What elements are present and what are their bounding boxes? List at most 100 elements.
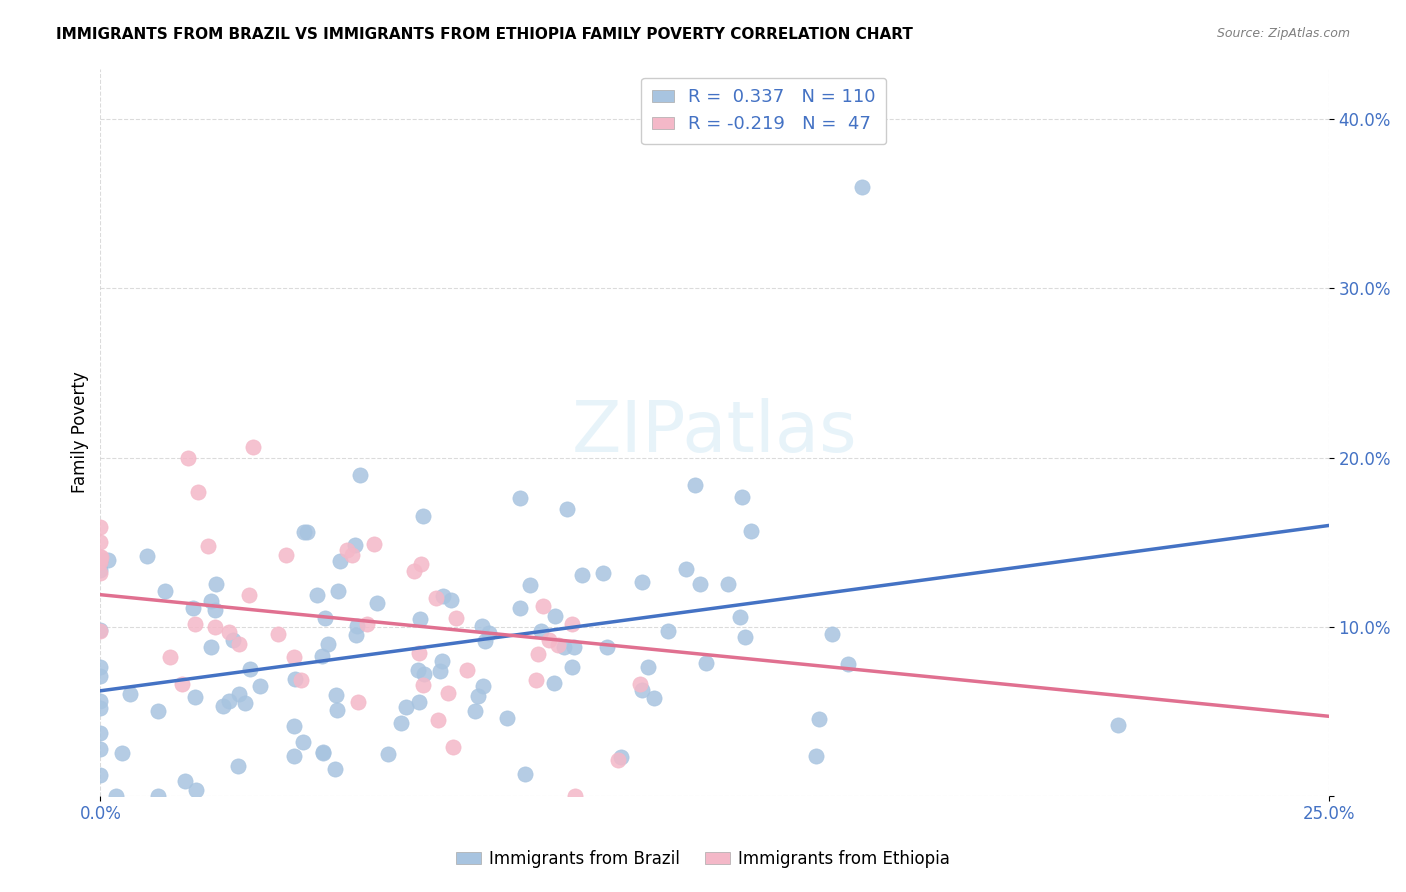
Point	[89, 623, 111, 637]
Point	[544, 608, 567, 623]
Point	[628, 677, 651, 691]
Point	[283, 749, 305, 764]
Point	[159, 649, 181, 664]
Point	[561, 660, 583, 674]
Point	[283, 649, 305, 664]
Point	[283, 718, 305, 732]
Point	[731, 490, 754, 504]
Point	[474, 634, 496, 648]
Y-axis label: Family Poverty: Family Poverty	[72, 371, 89, 493]
Point	[200, 594, 222, 608]
Point	[204, 620, 226, 634]
Point	[329, 554, 352, 568]
Point	[120, 687, 142, 701]
Point	[467, 689, 489, 703]
Point	[136, 549, 159, 563]
Point	[524, 673, 547, 687]
Point	[89, 741, 111, 756]
Point	[340, 549, 363, 563]
Point	[204, 603, 226, 617]
Point	[89, 624, 111, 638]
Point	[146, 704, 169, 718]
Point	[284, 672, 307, 686]
Point	[675, 562, 697, 576]
Point	[412, 667, 434, 681]
Point	[657, 624, 679, 639]
Point	[249, 679, 271, 693]
Point	[683, 478, 706, 492]
Point	[409, 557, 432, 571]
Point	[326, 703, 349, 717]
Point	[89, 669, 111, 683]
Point	[89, 693, 111, 707]
Point	[336, 543, 359, 558]
Point	[184, 617, 207, 632]
Point	[821, 627, 844, 641]
Point	[290, 673, 312, 688]
Point	[347, 695, 370, 709]
Point	[292, 525, 315, 540]
Point	[200, 640, 222, 654]
Point	[555, 501, 578, 516]
Point	[222, 633, 245, 648]
Point	[297, 524, 319, 539]
Point	[238, 588, 260, 602]
Point	[316, 637, 339, 651]
Point	[471, 619, 494, 633]
Point	[89, 563, 111, 577]
Point	[89, 725, 111, 739]
Point	[177, 451, 200, 466]
Point	[187, 484, 209, 499]
Point	[395, 699, 418, 714]
Point	[526, 647, 548, 661]
Point	[292, 735, 315, 749]
Point	[218, 694, 240, 708]
Point	[478, 626, 501, 640]
Point	[408, 646, 430, 660]
Point	[695, 656, 717, 670]
Point	[509, 600, 531, 615]
Point	[323, 762, 346, 776]
Point	[564, 789, 586, 803]
Point	[328, 583, 350, 598]
Point	[173, 773, 195, 788]
Point	[153, 583, 176, 598]
Point	[804, 748, 827, 763]
Point	[363, 536, 385, 550]
Point	[90, 550, 112, 565]
Point	[456, 663, 478, 677]
Point	[110, 746, 132, 760]
Point	[311, 649, 333, 664]
Point	[596, 640, 619, 654]
Point	[851, 180, 873, 194]
Point	[807, 712, 830, 726]
Point	[148, 789, 170, 803]
Point	[728, 610, 751, 624]
Point	[226, 758, 249, 772]
Point	[228, 687, 250, 701]
Point	[89, 566, 111, 581]
Point	[184, 690, 207, 705]
Point	[89, 534, 111, 549]
Point	[356, 617, 378, 632]
Point	[429, 664, 451, 678]
Point	[170, 677, 193, 691]
Point	[689, 577, 711, 591]
Text: ZIPatlas: ZIPatlas	[572, 398, 858, 467]
Point	[412, 508, 434, 523]
Point	[276, 548, 298, 562]
Point	[531, 599, 554, 614]
Point	[430, 655, 453, 669]
Point	[530, 624, 553, 638]
Point	[366, 596, 388, 610]
Point	[606, 754, 628, 768]
Point	[592, 566, 614, 581]
Point	[212, 699, 235, 714]
Point	[242, 440, 264, 454]
Point	[89, 554, 111, 568]
Point	[610, 749, 633, 764]
Point	[181, 601, 204, 615]
Point	[314, 611, 336, 625]
Point	[472, 680, 495, 694]
Point	[89, 553, 111, 567]
